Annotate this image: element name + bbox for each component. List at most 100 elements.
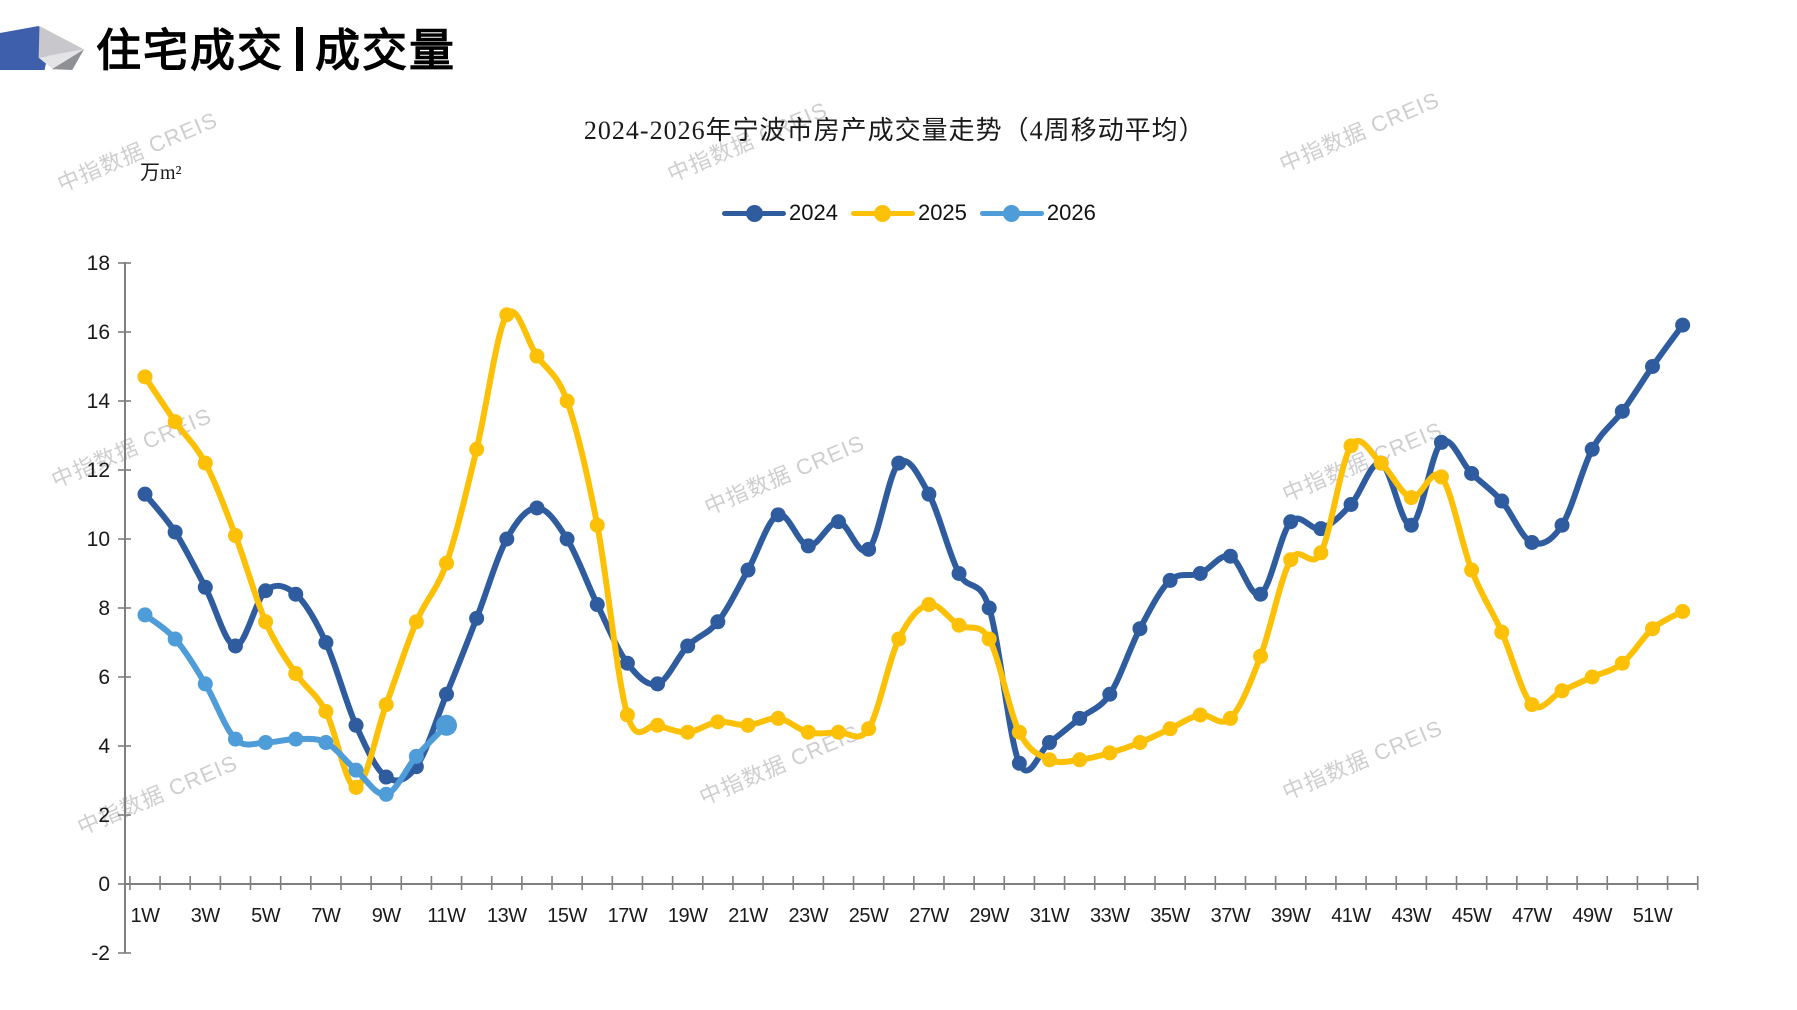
chart-title: 2024-2026年宁波市房产成交量走势（4周移动平均） — [583, 116, 1206, 145]
data-point-2024-32W — [1072, 710, 1088, 726]
title-divider-bar: | — [296, 27, 304, 71]
data-point-2024-50W — [1614, 403, 1630, 419]
data-point-2024-48W — [1554, 517, 1570, 533]
data-point-2025-31W — [1042, 752, 1057, 768]
data-point-2024-31W — [1042, 735, 1057, 751]
data-point-2026-8W — [348, 762, 364, 778]
svg-text:-2: -2 — [91, 942, 110, 965]
data-point-2025-27W — [921, 597, 937, 613]
data-point-2025-36W — [1192, 707, 1208, 723]
data-point-2024-6W — [288, 586, 304, 602]
data-point-2024-1W — [137, 486, 153, 502]
data-point-2024-21W — [740, 562, 756, 578]
data-point-2025-49W — [1584, 669, 1600, 685]
data-point-2025-26W — [891, 631, 907, 647]
data-point-2025-34W — [1132, 735, 1148, 751]
data-point-2025-28W — [951, 617, 967, 633]
data-point-2024-37W — [1222, 548, 1238, 564]
svg-text:37W: 37W — [1211, 905, 1251, 927]
series-2025 — [137, 307, 1691, 795]
data-point-2024-13W — [499, 531, 515, 547]
data-point-2025-40W — [1313, 545, 1329, 561]
svg-text:23W: 23W — [788, 905, 828, 927]
data-point-2025-44W — [1433, 469, 1449, 485]
data-point-2025-41W — [1343, 438, 1359, 454]
svg-text:10: 10 — [87, 528, 110, 551]
data-point-2026-9W — [378, 786, 394, 802]
svg-text:19W: 19W — [668, 905, 708, 927]
data-point-2025-21W — [740, 717, 756, 733]
svg-text:3W: 3W — [191, 905, 221, 927]
data-point-2025-42W — [1373, 455, 1389, 471]
data-point-2025-18W — [650, 717, 666, 733]
data-point-2025-9W — [378, 697, 394, 713]
svg-text:31W: 31W — [1030, 905, 1070, 927]
svg-text:14: 14 — [87, 390, 111, 413]
svg-text:18: 18 — [87, 252, 110, 275]
data-point-2025-7W — [318, 704, 334, 719]
data-point-2025-13W — [499, 307, 515, 323]
data-point-2024-39W — [1283, 514, 1299, 530]
data-point-2024-28W — [951, 566, 967, 581]
data-point-2024-5W — [258, 583, 274, 599]
data-point-2024-52W — [1675, 317, 1691, 333]
data-point-2025-20W — [710, 714, 726, 730]
svg-text:25W: 25W — [849, 905, 889, 927]
legend-label-2024: 2024 — [789, 200, 838, 225]
data-point-2024-9W — [378, 769, 394, 785]
data-point-2024-12W — [469, 610, 485, 626]
data-point-2026-1W — [137, 607, 153, 623]
data-point-2024-46W — [1494, 493, 1510, 509]
data-point-2025-24W — [830, 724, 846, 740]
svg-text:27W: 27W — [909, 905, 949, 927]
data-point-2024-38W — [1253, 586, 1269, 602]
series-2026 — [137, 607, 457, 802]
svg-text:6: 6 — [98, 666, 110, 689]
data-point-2025-17W — [619, 707, 635, 723]
svg-text:41W: 41W — [1331, 905, 1371, 927]
svg-text:43W: 43W — [1391, 905, 1431, 927]
svg-text:9W: 9W — [372, 905, 402, 927]
data-point-2024-43W — [1403, 517, 1419, 533]
svg-text:13W: 13W — [487, 905, 527, 927]
data-point-2024-41W — [1343, 497, 1359, 512]
data-point-2025-29W — [981, 631, 997, 647]
data-point-2024-44W — [1433, 434, 1449, 450]
data-point-2025-46W — [1494, 624, 1510, 640]
svg-text:47W: 47W — [1512, 905, 1552, 927]
data-point-2025-12W — [469, 441, 485, 457]
data-point-2024-36W — [1192, 566, 1208, 581]
svg-text:16: 16 — [87, 321, 110, 344]
svg-text:17W: 17W — [608, 905, 648, 927]
data-point-2024-33W — [1102, 686, 1118, 702]
data-point-2024-3W — [197, 579, 213, 595]
svg-text:2: 2 — [98, 804, 110, 827]
data-point-2025-19W — [680, 724, 696, 740]
data-point-2024-22W — [770, 507, 786, 523]
svg-text:39W: 39W — [1271, 905, 1311, 927]
svg-text:12: 12 — [87, 459, 110, 482]
legend-line-dot-icon — [850, 202, 915, 224]
page-title-suffix: 成交量 — [315, 26, 457, 76]
data-point-2024-18W — [650, 676, 666, 692]
data-point-2024-45W — [1464, 465, 1480, 481]
data-point-2025-33W — [1102, 745, 1118, 761]
data-point-2026-4W — [227, 731, 243, 747]
data-point-2024-49W — [1584, 441, 1600, 457]
legend-item-2025: 2025 — [850, 200, 967, 226]
data-point-2025-39W — [1283, 552, 1299, 568]
svg-text:0: 0 — [98, 873, 110, 896]
data-point-2025-1W — [137, 369, 153, 385]
svg-text:35W: 35W — [1150, 905, 1190, 927]
data-point-2024-20W — [710, 614, 726, 630]
data-point-2024-34W — [1132, 621, 1148, 637]
svg-text:1W: 1W — [131, 905, 161, 927]
data-point-2026-2W — [167, 631, 183, 647]
data-point-2025-3W — [197, 455, 213, 471]
data-point-2024-2W — [167, 524, 183, 540]
legend-item-2026: 2026 — [979, 200, 1096, 226]
data-point-2025-25W — [861, 721, 877, 737]
data-point-2024-29W — [981, 600, 997, 616]
series-2024 — [137, 317, 1691, 785]
